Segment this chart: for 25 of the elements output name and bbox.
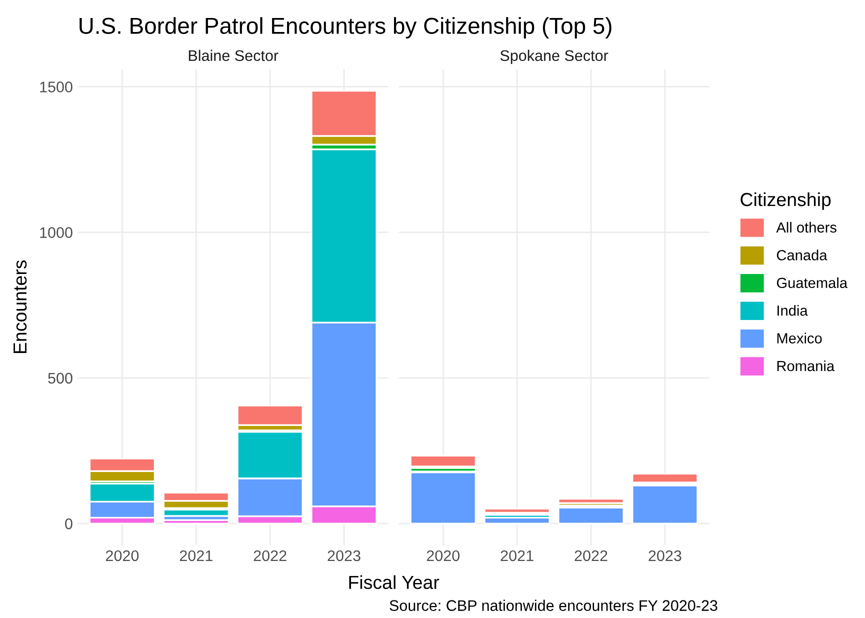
x-tick-label: 2020 [426,550,460,562]
y-tick-label: 500 [48,372,72,384]
chart-title: U.S. Border Patrol Encounters by Citizenship (Top 5) [80,17,612,38]
x-tick-label: 2021 [180,550,212,562]
legend-label: All others [776,222,836,233]
y-tick-label: 0 [65,518,72,530]
legend-label: India [778,305,808,316]
chart-subtitle: Spokane Sector [500,50,608,64]
source-note: Source: CBP nationwide encounters FY 2020-23 [390,600,718,611]
x-tick-label: 2020 [106,550,139,562]
legend-label: Mexico [777,332,822,344]
x-axis-title: Fiscal Year [349,575,440,590]
legend-label: Guatemala [776,277,848,288]
y-tick-label: 1500 [40,82,72,92]
x-tick-label: 2022 [574,550,608,562]
x-tick-label: 2023 [328,550,360,562]
x-tick-label: 2023 [648,550,682,562]
legend-label: Canada [776,250,828,260]
y-axis-title: Encounters [14,260,27,354]
x-tick-label: 2021 [500,550,534,562]
x-tick-label: 2022 [254,550,286,562]
legend-title: Citizenship [740,192,831,210]
y-tick-label: 1000 [40,227,72,238]
legend-label: Romania [777,360,835,372]
chart-subtitle: Blaine Sector [188,50,278,62]
